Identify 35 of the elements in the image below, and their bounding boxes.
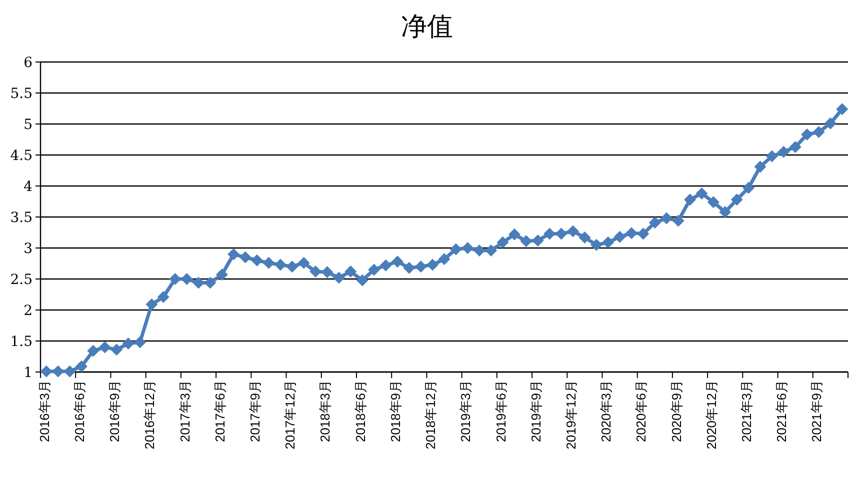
- chart-title: 净值: [401, 12, 453, 42]
- x-tick-label: 2017年12月: [282, 380, 298, 450]
- y-tick-label: 3: [24, 241, 32, 257]
- y-tick-label: 2: [24, 303, 32, 319]
- x-tick-label: 2021年6月: [774, 380, 790, 442]
- y-tick-label: 1: [24, 365, 32, 381]
- x-tick-label: 2016年3月: [36, 380, 52, 442]
- x-tick-label: 2019年12月: [563, 380, 578, 450]
- x-tick-label: 2019年9月: [528, 380, 544, 442]
- x-tick-label: 2019年3月: [458, 380, 474, 442]
- y-tick-label: 4.5: [10, 148, 32, 164]
- y-tick-label: 4: [24, 179, 33, 195]
- y-tick-label: 5: [24, 117, 32, 133]
- x-tick-label: 2018年12月: [423, 380, 438, 450]
- x-tick-label: 2021年9月: [809, 380, 824, 442]
- x-tick-label: 2016年6月: [72, 380, 87, 442]
- x-tick-label: 2017年6月: [212, 380, 228, 442]
- y-tick-label: 6: [24, 55, 33, 71]
- x-tick-label: 2020年12月: [704, 380, 719, 450]
- y-tick-label: 3.5: [10, 210, 32, 226]
- x-tick-label: 2021年3月: [739, 380, 754, 442]
- x-tick-label: 2018年9月: [388, 380, 403, 442]
- x-tick-label: 2018年3月: [318, 380, 333, 442]
- x-tick-label: 2020年9月: [668, 380, 684, 442]
- x-tick-label: 2020年3月: [598, 380, 614, 442]
- x-tick-label: 2019年6月: [493, 380, 508, 442]
- x-tick-label: 2016年9月: [107, 380, 122, 442]
- x-tick-label: 2017年9月: [248, 380, 263, 442]
- y-tick-label: 1.5: [10, 334, 32, 350]
- x-tick-label: 2017年3月: [177, 380, 192, 442]
- x-tick-label: 2020年6月: [634, 380, 649, 442]
- x-tick-label: 2016年12月: [142, 380, 158, 450]
- y-tick-label: 2.5: [10, 272, 32, 288]
- y-tick-label: 5.5: [10, 86, 32, 102]
- x-tick-label: 2018年6月: [352, 380, 368, 442]
